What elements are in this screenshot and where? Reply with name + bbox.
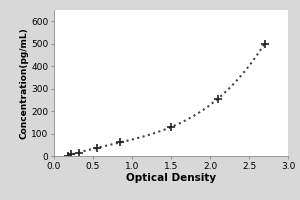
X-axis label: Optical Density: Optical Density xyxy=(126,173,216,183)
Y-axis label: Concentration(pg/mL): Concentration(pg/mL) xyxy=(20,27,28,139)
